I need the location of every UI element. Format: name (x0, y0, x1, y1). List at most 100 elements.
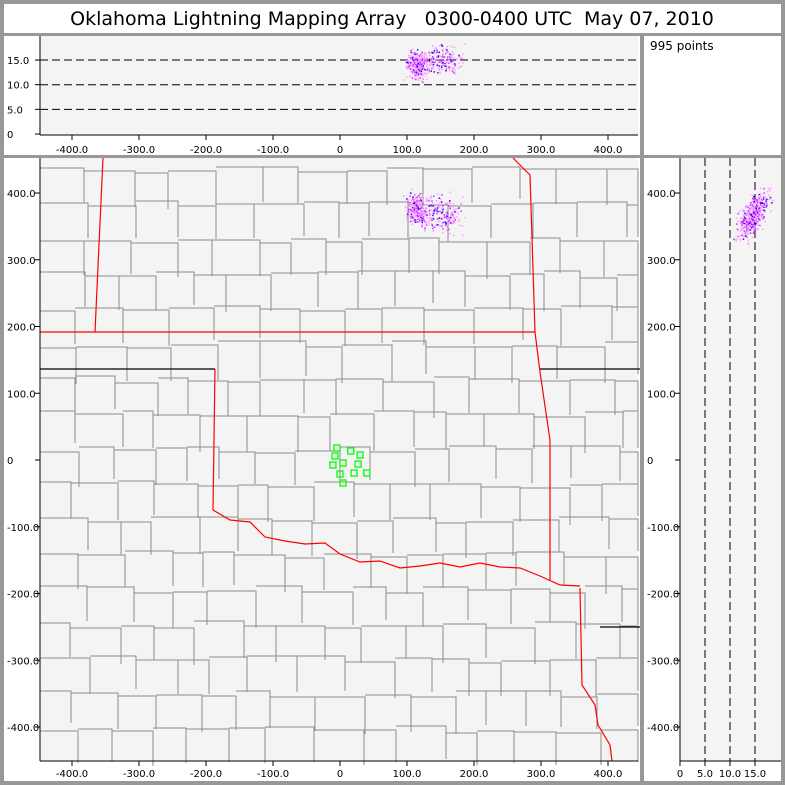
lightning-point (449, 191, 452, 193)
lightning-point (425, 221, 428, 224)
lightning-point (412, 202, 415, 204)
lightning-point (451, 60, 454, 63)
altitude-side-panel[interactable] (644, 158, 781, 781)
lightning-point (464, 216, 466, 219)
county-line (395, 657, 433, 692)
lightning-point (425, 211, 427, 213)
lightning-point (409, 205, 411, 207)
lightning-point (436, 49, 438, 51)
lightning-point (404, 61, 407, 64)
county-line (40, 271, 86, 307)
county-line (448, 205, 492, 238)
lightning-point (422, 209, 424, 212)
lightning-point (753, 201, 755, 203)
lightning-point (421, 72, 423, 74)
lightning-point (414, 219, 416, 221)
lightning-point (415, 66, 418, 68)
lightning-point (749, 216, 752, 218)
lightning-point (428, 58, 431, 60)
lightning-point (435, 47, 438, 49)
lightning-point (743, 223, 746, 225)
lightning-point (742, 227, 745, 229)
county-line (298, 171, 348, 204)
lightning-point (414, 75, 416, 77)
lightning-point (421, 211, 424, 213)
tick-label: 200.0 (460, 769, 489, 780)
lightning-point (752, 225, 754, 228)
tick-label: 400.0 (594, 769, 623, 780)
lightning-point (438, 197, 441, 199)
lightning-point (745, 220, 748, 222)
lightning-point (757, 200, 759, 203)
lightning-point (755, 218, 757, 221)
lightning-point (752, 222, 755, 224)
lightning-point (432, 214, 434, 217)
lightning-point (428, 64, 431, 67)
lightning-point (760, 196, 763, 198)
lightning-point (424, 210, 426, 213)
lightning-point (425, 64, 428, 67)
county-line (407, 554, 444, 588)
county-line (602, 483, 639, 516)
lightning-point (763, 209, 765, 212)
lightning-point (430, 209, 432, 211)
lightning-point (409, 58, 412, 60)
plan-view-panel[interactable] (4, 158, 640, 781)
lightning-point (760, 202, 762, 205)
county-line (40, 585, 88, 621)
county-line (76, 346, 128, 381)
county-line (550, 592, 586, 629)
county-line (607, 168, 639, 206)
lightning-point (449, 58, 452, 61)
lightning-point (759, 219, 761, 222)
lightning-point (445, 50, 448, 53)
lightning-point (440, 217, 443, 220)
lightning-point (746, 233, 748, 236)
lightning-point (449, 222, 451, 225)
county-line (370, 451, 416, 487)
lightning-point (755, 216, 758, 219)
lightning-point (442, 62, 444, 64)
county-line (178, 205, 217, 239)
lightning-point (420, 59, 423, 61)
lightning-point (420, 203, 423, 205)
lightning-point (402, 79, 405, 81)
lightning-point (449, 54, 452, 57)
lightning-point (431, 225, 434, 227)
lightning-point (757, 196, 760, 199)
lightning-point (409, 195, 411, 197)
lightning-point (421, 219, 424, 222)
lightning-point (437, 58, 440, 61)
lightning-point (419, 207, 422, 210)
lightning-point (425, 57, 427, 60)
lightning-point (769, 196, 772, 199)
lightning-point (748, 225, 750, 228)
lightning-point (739, 220, 742, 223)
lightning-point (440, 201, 443, 203)
lightning-point (441, 211, 444, 213)
altitude-panel[interactable] (4, 36, 640, 155)
lightning-point (414, 208, 416, 210)
lightning-point (425, 212, 428, 214)
county-line (486, 627, 536, 664)
lightning-point (763, 205, 765, 207)
lightning-point (422, 205, 424, 208)
county-line (209, 656, 248, 692)
lightning-point (748, 222, 751, 225)
county-line (75, 413, 124, 447)
lightning-point (450, 213, 452, 215)
lightning-point (410, 53, 413, 55)
lightning-point (447, 201, 450, 203)
lightning-point (452, 52, 455, 55)
county-line (236, 690, 271, 728)
county-line (604, 240, 639, 278)
lightning-point (423, 52, 426, 54)
tick-label: 5.0 (697, 769, 713, 780)
county-line (513, 519, 560, 552)
lightning-point (444, 224, 447, 227)
lightning-point (419, 61, 422, 63)
lightning-point (406, 66, 408, 69)
tick-label: 300.0 (527, 145, 556, 156)
lightning-point (406, 214, 408, 217)
lightning-point (433, 226, 436, 229)
